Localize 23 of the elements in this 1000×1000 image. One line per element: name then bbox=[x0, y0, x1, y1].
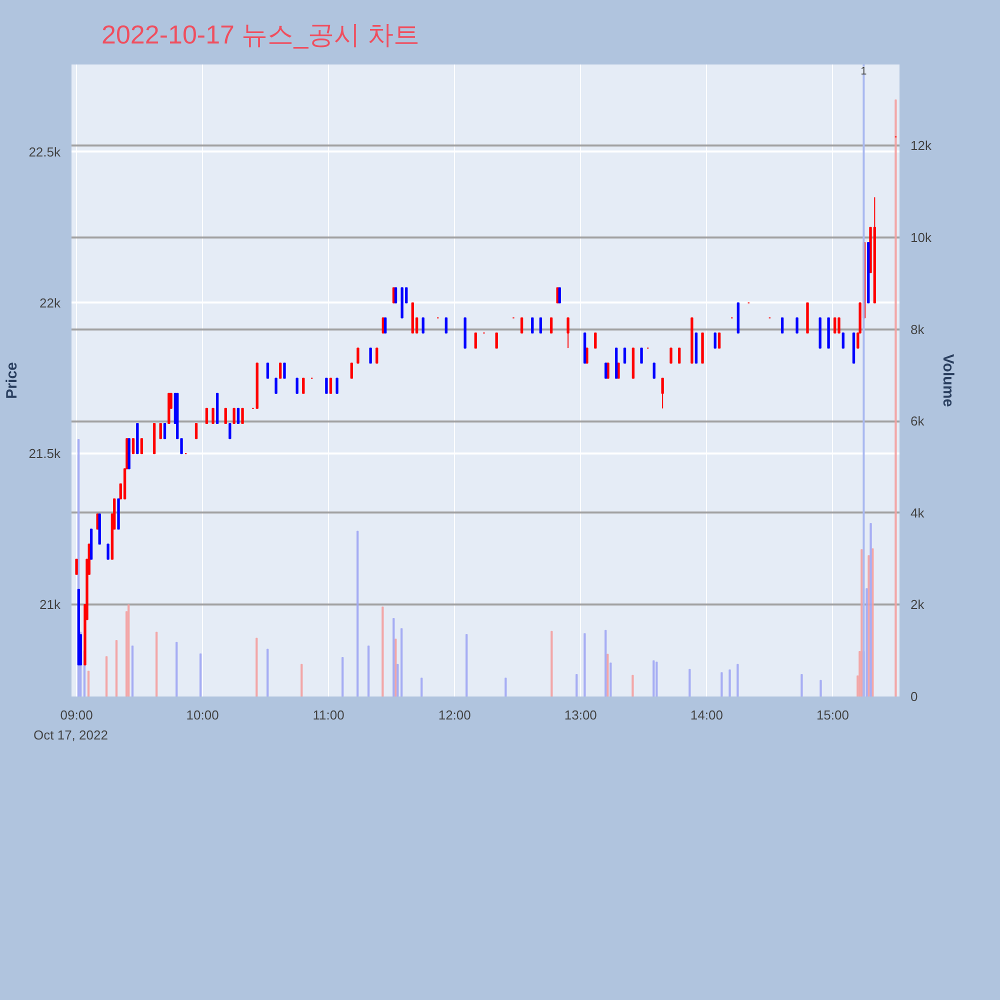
y-tick-label: 21.5k bbox=[28, 446, 61, 462]
x-tick-label: 14:00 bbox=[690, 708, 723, 722]
x-tick-label: 13:00 bbox=[564, 708, 597, 722]
x-tick-label: 15:00 bbox=[816, 708, 849, 722]
y2-tick-label: 6k bbox=[910, 414, 925, 429]
text: Oct 17, 2022 bbox=[34, 728, 108, 742]
x-tick-label: 10:00 bbox=[186, 708, 219, 722]
y2-tick-label: 10k bbox=[910, 230, 932, 246]
x-tick-label: 09:00 bbox=[60, 708, 93, 722]
y-tick-label: 21k bbox=[40, 596, 61, 612]
y-axis-title: Price bbox=[4, 362, 21, 399]
x-tick-label: 12:00 bbox=[438, 708, 471, 722]
y-tick-label: 22.5k bbox=[28, 144, 61, 160]
y2-tick-label: 8k bbox=[910, 322, 925, 337]
y2-tick-label: 2k bbox=[910, 597, 925, 612]
y2-tick-label: 4k bbox=[910, 505, 925, 520]
y2-axis-title: Volume bbox=[939, 354, 956, 408]
x-tick-label: 11:00 bbox=[312, 708, 344, 722]
chart-title: 2022-10-17 뉴스_공시 차트 bbox=[102, 20, 420, 50]
y2-tick-label: 12k bbox=[910, 138, 932, 154]
annotation: 1 bbox=[860, 66, 867, 78]
y-tick-label: 22k bbox=[40, 295, 61, 310]
y2-tick-label: 0 bbox=[910, 689, 918, 704]
